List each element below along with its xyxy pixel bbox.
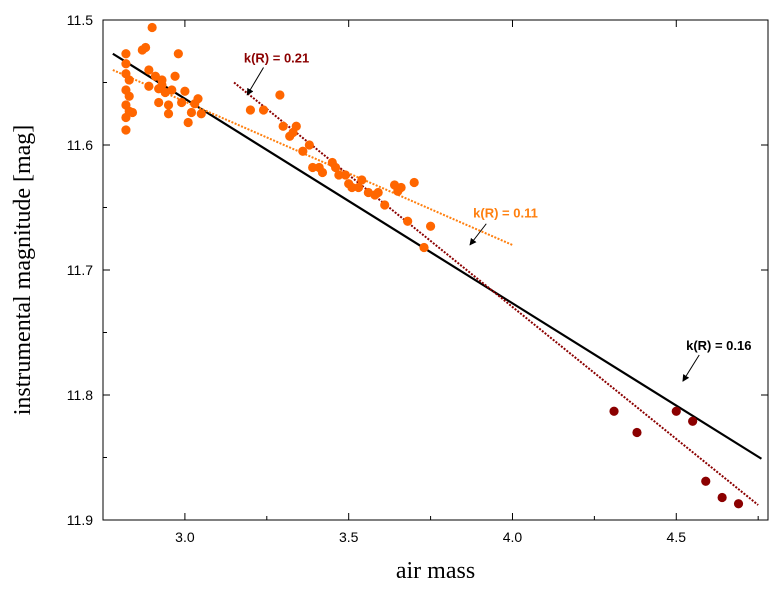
fit-line (112, 69, 513, 246)
data-point (330, 162, 341, 173)
data-point (396, 182, 406, 193)
plot-frame (102, 19, 769, 521)
y-tick-label: 11.6 (67, 137, 93, 153)
fit-label: k(R) = 0.21 (244, 51, 309, 66)
y-tick-label: 11.9 (67, 512, 93, 528)
data-point (140, 42, 151, 53)
data-point (701, 476, 711, 486)
data-point (609, 406, 619, 416)
data-point (186, 107, 197, 118)
data-point (304, 140, 314, 150)
x-axis-title: air mass (396, 558, 475, 584)
x-tick-label: 4.5 (667, 529, 687, 545)
data-point (419, 242, 429, 253)
data-point (298, 146, 308, 156)
data-point (196, 109, 206, 119)
data-point (157, 80, 167, 90)
data-point (258, 105, 269, 115)
x-tick-label: 4.0 (503, 529, 523, 545)
data-point (409, 177, 419, 188)
data-point (154, 97, 164, 108)
data-point (632, 427, 642, 438)
axis-ticks: 3.0 3.5 4.0 4.5 11.5 11.6 11.7 11.8 11.9 (67, 12, 768, 545)
data-point (144, 65, 154, 75)
data-point (121, 59, 131, 69)
data-point (127, 107, 138, 118)
data-point (121, 49, 131, 59)
data-point (170, 71, 180, 81)
data-point (124, 75, 134, 85)
data-point (180, 86, 190, 96)
data-point (193, 94, 203, 104)
y-tick-label: 11.5 (67, 12, 93, 28)
data-point (124, 91, 134, 101)
y-tick-label: 11.7 (67, 262, 93, 278)
data-point (340, 170, 351, 180)
data-point (308, 162, 318, 173)
data-point (733, 499, 744, 509)
data-point (167, 85, 177, 95)
data-point (380, 200, 390, 210)
data-points (121, 22, 744, 509)
data-point (425, 221, 436, 231)
data-point (183, 117, 193, 128)
fit-label: k(R) = 0.11 (473, 206, 538, 221)
data-point (147, 22, 157, 33)
data-point (671, 406, 681, 416)
data-point (278, 121, 288, 131)
fit-line (112, 52, 763, 460)
data-point (291, 121, 301, 131)
data-point (275, 90, 285, 100)
data-point (144, 81, 154, 91)
data-point (173, 49, 183, 59)
y-tick-label: 11.8 (67, 387, 93, 403)
fit-lines (112, 52, 763, 506)
data-point (177, 97, 187, 108)
annotation-arrow (469, 223, 487, 246)
x-tick-label: 3.0 (175, 529, 195, 545)
annotation-arrow (246, 67, 264, 96)
data-point (688, 416, 698, 426)
fit-line (233, 81, 759, 506)
data-point (121, 125, 131, 135)
data-point (317, 167, 328, 178)
data-point (373, 187, 383, 198)
data-point (347, 182, 357, 193)
data-point (353, 182, 364, 193)
data-point (121, 112, 131, 123)
annotations: k(R) = 0.16 k(R) = 0.11 k(R) = 0.21 (244, 51, 752, 382)
data-point (403, 216, 413, 226)
x-tick-label: 3.5 (339, 529, 359, 545)
y-axis-title: instrumental magnitude [mag] (10, 125, 36, 416)
fit-label: k(R) = 0.16 (686, 338, 751, 353)
data-point (163, 100, 174, 110)
data-point (334, 170, 344, 180)
annotation-arrow (682, 354, 700, 382)
data-point (717, 492, 727, 503)
data-point (163, 109, 174, 119)
data-point (357, 175, 367, 185)
data-point (245, 105, 256, 115)
